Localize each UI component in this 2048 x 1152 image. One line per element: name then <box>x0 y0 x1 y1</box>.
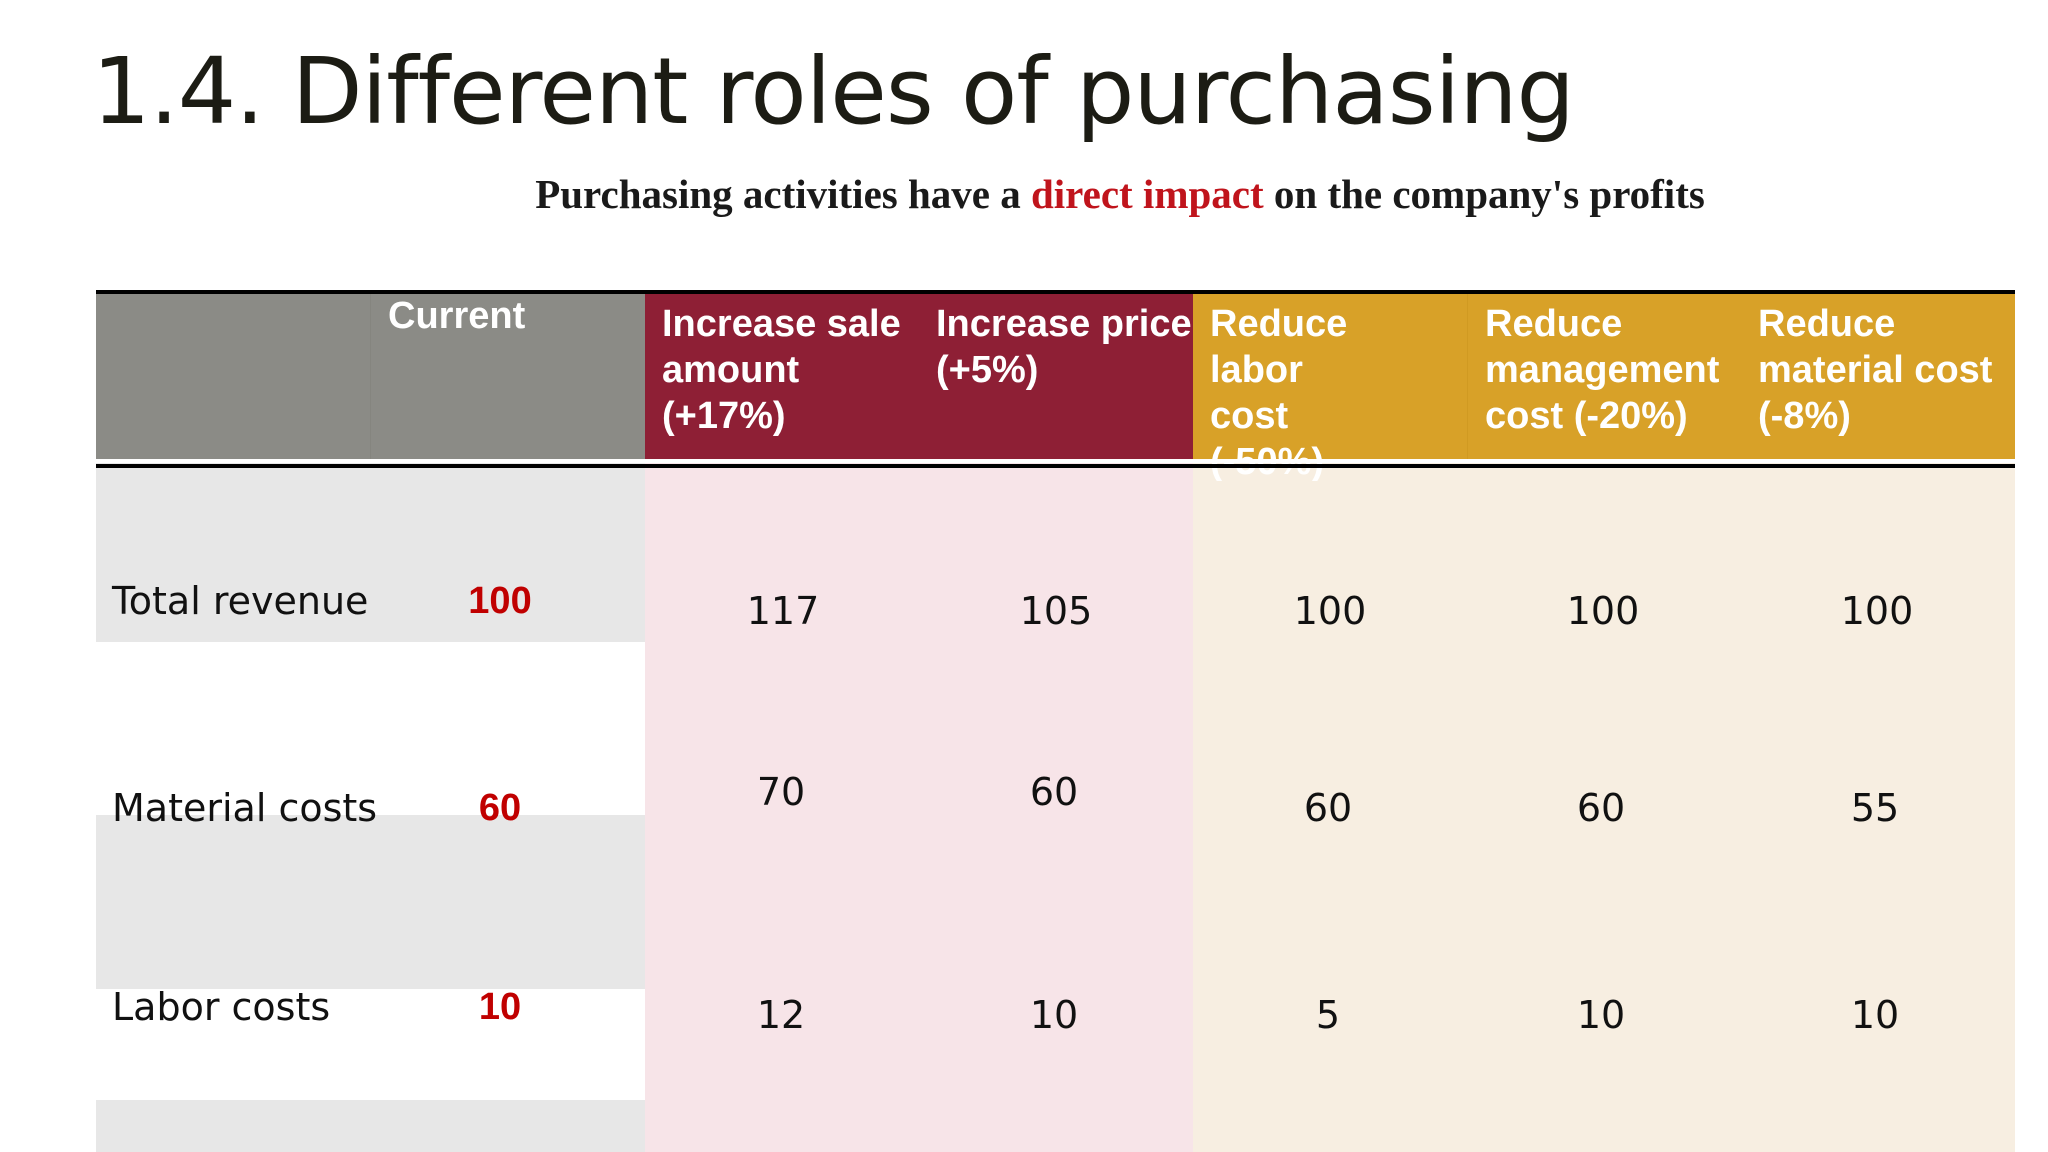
cell-reduce-material: 100 <box>1840 589 1914 633</box>
pink-column-band <box>645 463 1193 1152</box>
header-increase-price: Increase price (+5%) <box>919 293 1193 459</box>
current-labor-costs: 10 <box>478 986 522 1028</box>
cell-reduce-management: 100 <box>1566 589 1640 633</box>
header-current: Current <box>370 293 645 459</box>
table-top-rule <box>96 290 2015 294</box>
table-header-rule <box>96 464 2015 468</box>
gray-row-band <box>96 815 645 989</box>
gray-row-band <box>96 1100 645 1152</box>
header-blank-cell <box>96 293 370 459</box>
gray-row-band <box>96 463 645 642</box>
cell-increase-sale: 117 <box>746 589 820 633</box>
cell-reduce-management: 60 <box>1576 786 1626 830</box>
cell-increase-price: 105 <box>1019 589 1093 633</box>
current-total-revenue: 100 <box>468 580 532 622</box>
header-increase-sale: Increase sale amount (+17%) <box>645 293 919 459</box>
cell-increase-sale: 70 <box>756 770 806 814</box>
slide-subtitle: Purchasing activities have a direct impa… <box>0 170 2048 218</box>
row-label-labor-costs: Labor costs <box>112 985 331 1029</box>
row-label-material-costs: Material costs <box>112 786 378 830</box>
current-material-costs: 60 <box>478 787 522 829</box>
cream-column-band <box>1193 463 2015 1152</box>
subtitle-highlight: direct impact <box>1030 171 1264 217</box>
header-reduce-management: Reduce management cost (-20%) <box>1467 293 1741 459</box>
cell-increase-sale: 12 <box>756 993 806 1037</box>
subtitle-text: Purchasing activities have a <box>535 171 1031 217</box>
cell-reduce-labor: 5 <box>1315 993 1341 1037</box>
cell-increase-price: 10 <box>1029 993 1079 1037</box>
cell-increase-price: 60 <box>1029 770 1079 814</box>
cell-reduce-material: 55 <box>1850 786 1900 830</box>
header-reduce-material: Reduce material cost (-8%) <box>1741 293 2015 459</box>
cell-reduce-management: 10 <box>1576 993 1626 1037</box>
cell-reduce-labor: 100 <box>1293 589 1367 633</box>
subtitle-text-end: on the company's profits <box>1263 171 1705 217</box>
header-reduce-labor: Reduce labor cost (-50%) <box>1193 293 1467 481</box>
cell-reduce-labor: 60 <box>1303 786 1353 830</box>
cell-reduce-material: 10 <box>1850 993 1900 1037</box>
row-label-total-revenue: Total revenue <box>112 579 369 623</box>
slide-title: 1.4. Different roles of purchasing <box>92 38 1575 145</box>
